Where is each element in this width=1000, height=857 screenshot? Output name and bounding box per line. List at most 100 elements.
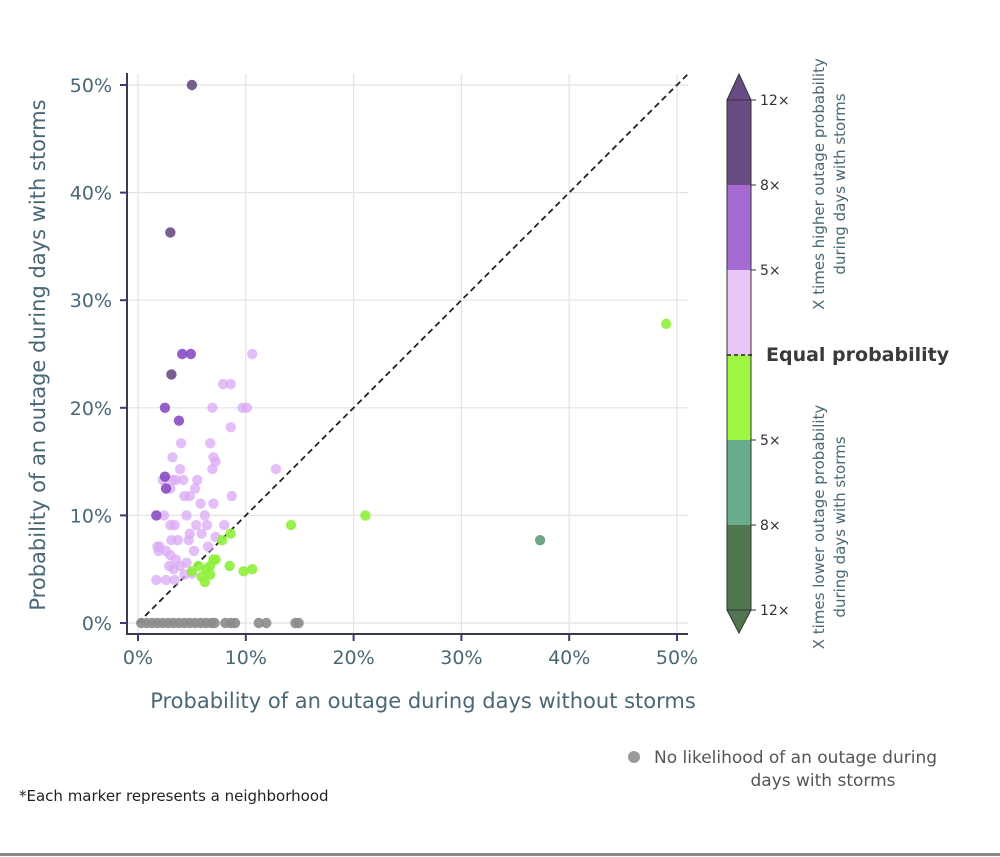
y-tick-label: 10% xyxy=(70,505,112,527)
point-higher-1-5 xyxy=(195,498,206,509)
colorbar-band-lower-8-12 xyxy=(727,525,751,610)
point-higher-5-8 xyxy=(173,415,185,426)
point-lower-1-5 xyxy=(661,318,672,330)
legend-marker-no-likelihood xyxy=(628,751,640,763)
point-higher-1-5 xyxy=(192,474,203,486)
y-tick-label: 50% xyxy=(70,75,112,97)
point-no-likelihood xyxy=(229,617,241,629)
axes xyxy=(126,73,688,635)
legend-label-line-1: No likelihood of an outage during xyxy=(654,748,937,768)
point-higher-1-5 xyxy=(151,574,162,586)
data-points xyxy=(136,79,672,629)
point-higher-1-5 xyxy=(225,378,236,390)
point-lower-1-5 xyxy=(193,560,204,572)
point-higher-1-5 xyxy=(184,490,195,502)
colorbar-tick-label: 12× xyxy=(760,93,790,109)
point-higher-1-5 xyxy=(158,510,170,521)
colorbar-tick-label: 12× xyxy=(760,603,790,619)
point-higher-8-12 xyxy=(166,369,177,380)
colorbar-extend-top xyxy=(726,72,752,101)
x-tick-label: 30% xyxy=(440,647,482,669)
y-ticks: 0% 10% 20% 30% 40% 50% xyxy=(70,75,127,635)
point-higher-1-5 xyxy=(172,534,184,546)
colorbar-band-lower-1-5 xyxy=(727,355,751,440)
footnote: *Each marker represents a neighborhood xyxy=(19,787,329,805)
colorbar-title-lower-line-1: X times lower outage probability xyxy=(810,405,828,650)
point-higher-1-5 xyxy=(174,560,186,572)
point-higher-1-5 xyxy=(270,463,282,475)
colorbar-extend-bottom xyxy=(726,609,752,635)
point-higher-1-5 xyxy=(207,402,218,413)
point-higher-1-5 xyxy=(160,574,172,586)
point-lower-1-5 xyxy=(205,569,216,580)
point-higher-1-5 xyxy=(202,541,214,552)
point-higher-1-5 xyxy=(175,438,187,449)
colorbar-band-higher-5-8 xyxy=(727,185,751,270)
point-higher-5-8 xyxy=(185,348,197,360)
point-higher-1-5 xyxy=(217,378,229,390)
x-tick-label: 20% xyxy=(332,647,374,669)
x-tick-label: 50% xyxy=(656,647,698,669)
colorbar-title-upper-line-1: X times higher outage probability xyxy=(810,58,828,310)
legend-label-line-2: days with storms xyxy=(750,771,895,791)
colorbar: 12× 8× 5× 5× 8× 12× Equal probability X times h… xyxy=(726,58,950,650)
point-higher-1-5 xyxy=(188,545,200,557)
point-higher-1-5 xyxy=(196,528,207,539)
colorbar-tick-label: 8× xyxy=(760,178,781,194)
point-higher-1-5 xyxy=(199,510,211,521)
colorbar-title-upper-line-2: during days with storms xyxy=(831,93,849,274)
y-axis-title: Probability of an outage during days wit… xyxy=(26,99,50,610)
point-lower-1-5 xyxy=(247,564,258,575)
legend: No likelihood of an outage during days w… xyxy=(628,748,937,791)
point-lower-5-8 xyxy=(534,534,546,546)
point-higher-1-5 xyxy=(241,402,253,413)
point-lower-1-5 xyxy=(285,519,297,531)
point-higher-5-8 xyxy=(151,510,162,521)
equal-probability-label: Equal probability xyxy=(766,344,950,366)
x-tick-label: 0% xyxy=(123,647,153,669)
point-no-likelihood xyxy=(261,617,272,629)
x-tick-label: 10% xyxy=(225,647,267,669)
colorbar-band-lower-5-8 xyxy=(727,440,751,525)
point-higher-5-8 xyxy=(176,348,188,360)
point-higher-1-5 xyxy=(226,490,237,502)
y-tick-label: 0% xyxy=(82,613,112,635)
point-higher-1-5 xyxy=(219,519,230,531)
point-higher-1-5 xyxy=(191,519,202,531)
x-tick-label: 40% xyxy=(548,647,590,669)
point-higher-8-12 xyxy=(165,227,176,238)
point-higher-1-5 xyxy=(178,474,189,486)
point-higher-1-5 xyxy=(207,463,218,475)
point-no-likelihood xyxy=(209,617,220,629)
point-lower-1-5 xyxy=(238,566,249,577)
colorbar-title-lower-line-2: during days with storms xyxy=(831,436,849,617)
colorbar-band-higher-1-5 xyxy=(727,270,751,355)
point-higher-1-5 xyxy=(201,519,213,531)
x-axis-title: Probability of an outage during days wit… xyxy=(150,689,696,713)
point-no-likelihood xyxy=(293,617,304,629)
point-higher-1-5 xyxy=(189,483,201,494)
point-higher-1-5 xyxy=(169,519,180,531)
grid-lines xyxy=(127,74,688,634)
x-ticks: 0% 10% 20% 30% 40% 50% xyxy=(123,634,698,669)
point-lower-1-5 xyxy=(225,528,236,539)
point-higher-5-8 xyxy=(160,483,172,494)
point-lower-1-5 xyxy=(224,560,235,572)
point-higher-1-5 xyxy=(247,348,258,360)
y-tick-label: 30% xyxy=(70,290,112,312)
point-lower-1-5 xyxy=(210,554,221,565)
y-tick-label: 20% xyxy=(70,398,112,420)
colorbar-band-higher-8-12 xyxy=(727,100,751,185)
point-higher-1-5 xyxy=(205,438,216,449)
colorbar-tick-label: 8× xyxy=(760,518,781,534)
point-higher-1-5 xyxy=(170,474,181,486)
colorbar-tick-label: 5× xyxy=(760,433,781,449)
point-lower-1-5 xyxy=(360,510,371,521)
point-no-likelihood xyxy=(253,617,264,629)
point-higher-1-5 xyxy=(153,545,164,557)
point-higher-1-5 xyxy=(169,574,180,586)
point-lower-1-5 xyxy=(199,576,211,588)
point-lower-1-5 xyxy=(216,534,228,546)
bottom-divider xyxy=(0,853,1000,856)
